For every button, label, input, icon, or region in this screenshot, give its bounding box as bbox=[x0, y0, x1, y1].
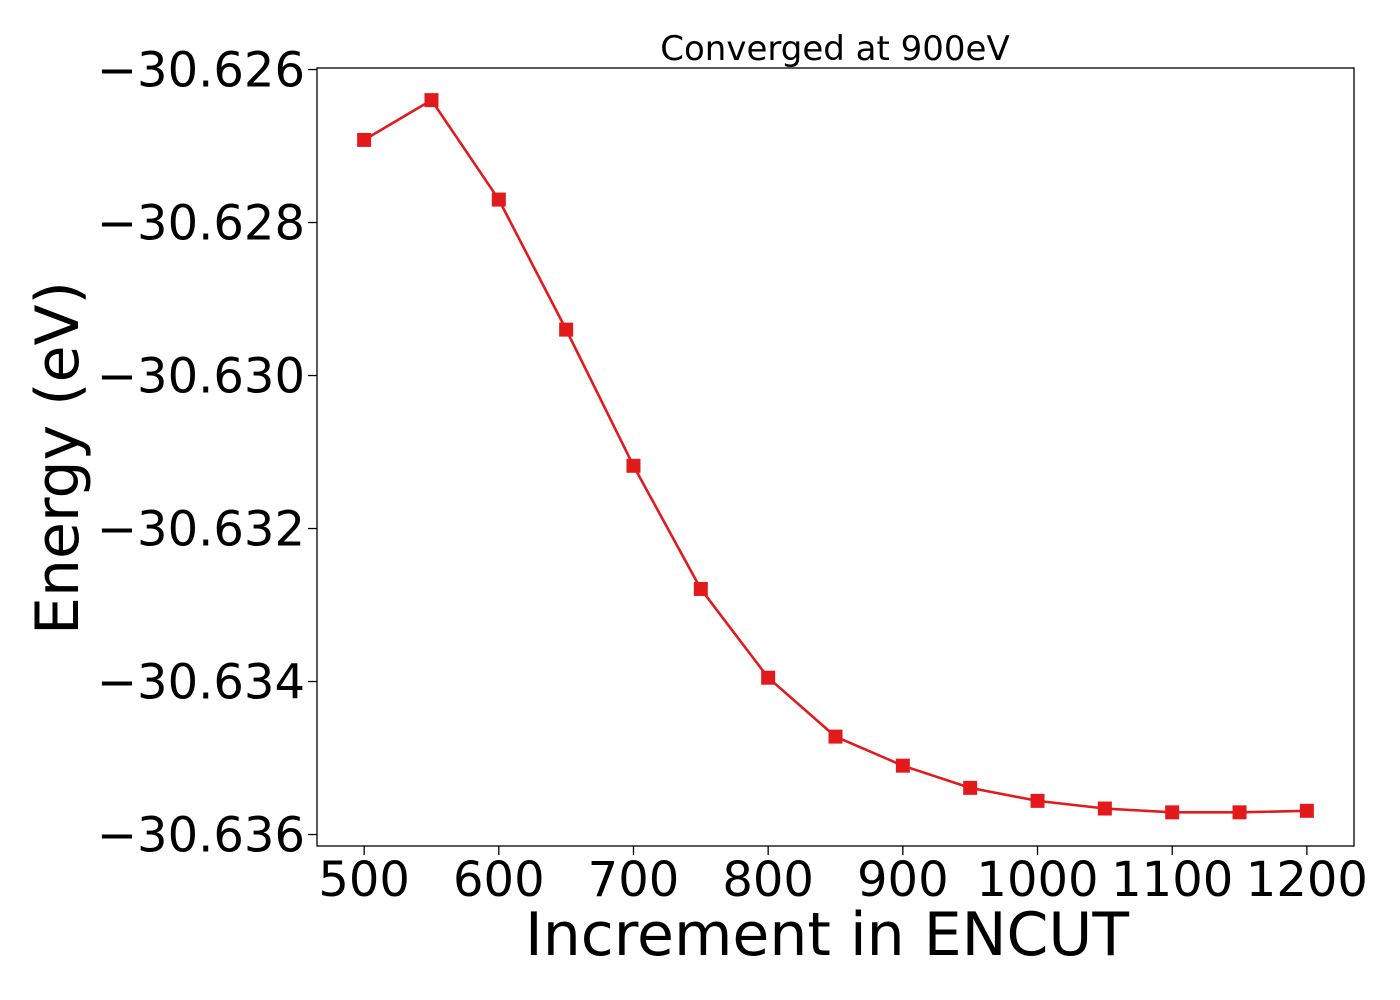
data-point-marker bbox=[828, 729, 843, 744]
data-point-marker bbox=[1097, 801, 1112, 816]
y-tick-label: −30.628 bbox=[97, 196, 305, 252]
y-axis-label: Energy (eV) bbox=[23, 281, 93, 635]
y-tick-label: −30.626 bbox=[97, 43, 305, 99]
plot-frame bbox=[316, 67, 1355, 847]
x-tick-label: 1000 bbox=[976, 852, 1098, 908]
y-tick-label: −30.632 bbox=[97, 502, 305, 558]
data-point-marker bbox=[693, 581, 708, 596]
data-point-marker bbox=[1030, 793, 1045, 808]
chart-title: Converged at 900eV bbox=[660, 29, 1009, 69]
x-axis-label: Increment in ENCUT bbox=[525, 900, 1129, 970]
y-axis-ticks: −30.626 −30.628 −30.630 −30.632 −30.634 −30.6… bbox=[97, 43, 317, 864]
data-point-marker bbox=[357, 132, 372, 147]
data-point-marker bbox=[1165, 805, 1180, 820]
x-axis-ticks: 500 600 700 800 900 1000 1100 1200 bbox=[318, 846, 1368, 908]
data-point-marker bbox=[559, 322, 574, 337]
x-tick-label: 1100 bbox=[1111, 852, 1233, 908]
x-tick-label: 900 bbox=[857, 852, 949, 908]
data-point-marker bbox=[963, 780, 978, 795]
y-tick-label: −30.634 bbox=[97, 655, 305, 711]
y-tick-label: −30.636 bbox=[97, 808, 305, 864]
data-point-marker bbox=[1299, 803, 1314, 818]
data-point-marker bbox=[424, 93, 439, 108]
plot-data bbox=[357, 93, 1314, 820]
data-point-marker bbox=[626, 458, 641, 473]
data-point-marker bbox=[491, 192, 506, 207]
x-tick-label: 700 bbox=[588, 852, 680, 908]
x-tick-label: 1200 bbox=[1246, 852, 1368, 908]
x-tick-label: 500 bbox=[318, 852, 410, 908]
y-tick-label: −30.630 bbox=[97, 349, 305, 405]
data-point-marker bbox=[895, 758, 910, 773]
x-tick-label: 600 bbox=[453, 852, 545, 908]
x-tick-label: 800 bbox=[722, 852, 814, 908]
data-point-marker bbox=[1232, 805, 1247, 820]
data-point-marker bbox=[761, 670, 776, 685]
series-line bbox=[363, 98, 1307, 814]
